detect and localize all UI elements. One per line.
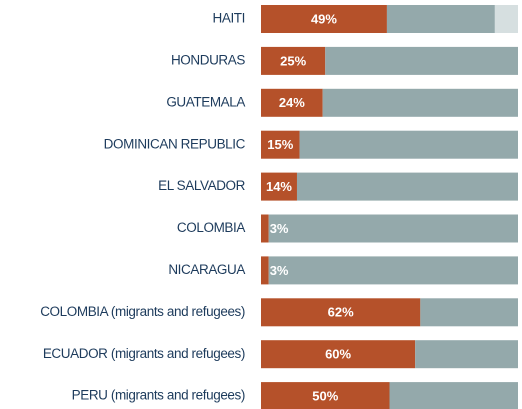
bar-segment [261,172,297,201]
bar-segment [261,88,323,117]
value-label: 3% [270,263,289,278]
category-label: COLOMBIA (migrants and refugees) [40,304,245,319]
bar-segment [261,382,390,409]
bar-segment [261,5,387,33]
bar-segment [420,298,518,327]
bar-segment [415,340,518,369]
bar-segment [261,46,326,75]
value-label: 25% [280,53,306,68]
category-label: PERU (migrants and refugees) [72,388,245,403]
category-label: NICARAGUA [168,262,245,277]
category-label: GUATEMALA [166,94,245,109]
category-label: EL SALVADOR [158,178,246,193]
bar-segment [261,256,269,285]
bar-segment [261,130,300,159]
bar-segment [325,46,518,75]
value-label: 60% [325,347,351,362]
bar-segment [296,172,518,201]
bar-segment [494,5,518,33]
bar-segment [299,130,518,159]
category-label: COLOMBIA [177,220,245,235]
value-label: 3% [270,221,289,236]
value-label: 14% [266,179,292,194]
bar-segment [389,382,518,409]
value-label: 62% [328,305,354,320]
category-label: HAITI [212,11,245,26]
bar-segment [261,340,416,369]
category-label: ECUADOR (migrants and refugees) [43,346,245,361]
bar-segment [268,214,518,243]
category-label: DOMINICAN REPUBLIC [104,136,246,151]
value-label: 24% [279,95,305,110]
bar-segment [386,5,495,33]
category-label: HONDURAS [171,52,245,67]
bar-segment [268,256,518,285]
value-label: 15% [267,137,293,152]
bar-segment [322,88,518,117]
value-label: 49% [311,11,337,26]
bar-segment [261,214,269,243]
bar-segment [261,298,421,327]
value-label: 50% [312,389,338,404]
